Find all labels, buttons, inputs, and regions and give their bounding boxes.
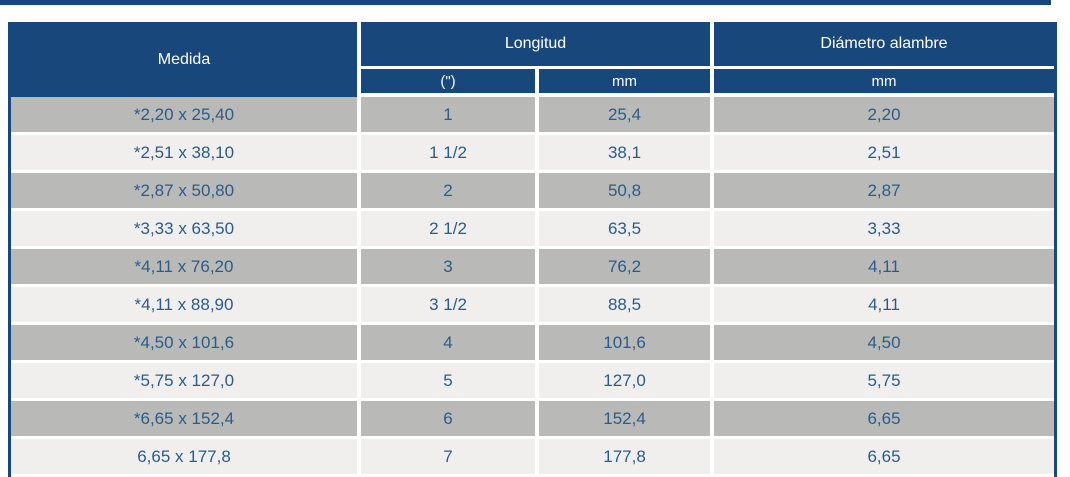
table-row: *3,33 x 63,50 2 1/2 63,5 3,33 (11, 211, 1054, 249)
table-row: *2,87 x 50,80 2 50,8 2,87 (11, 173, 1054, 211)
cell-longitud-mm: 25,4 (535, 97, 711, 135)
table-row: *4,11 x 76,20 3 76,2 4,11 (11, 249, 1054, 287)
top-accent-bar (0, 0, 1051, 5)
cell-diametro-mm: 4,50 (710, 325, 1054, 363)
cell-diametro-mm: 2,87 (710, 173, 1054, 211)
table-row: *4,11 x 88,90 3 1/2 88,5 4,11 (11, 287, 1054, 325)
cell-inches: 3 1/2 (357, 287, 535, 325)
cell-longitud-mm: 38,1 (535, 135, 711, 173)
cell-medida: 6,65 x 177,8 (11, 439, 357, 477)
cell-medida: *5,75 x 127,0 (11, 363, 357, 401)
table-row: *2,20 x 25,40 1 25,4 2,20 (11, 97, 1054, 135)
header-diametro-alambre: Diámetro alambre (710, 22, 1054, 69)
header-medida: Medida (11, 22, 357, 97)
subheader-inches-unit: (") (357, 69, 535, 97)
cell-diametro-mm: 5,75 (710, 363, 1054, 401)
cell-inches: 1 1/2 (357, 135, 535, 173)
table-row: 6,65 x 177,8 7 177,8 6,65 (11, 439, 1054, 477)
table-row: *2,51 x 38,10 1 1/2 38,1 2,51 (11, 135, 1054, 173)
table-header: Medida Longitud Diámetro alambre (") mm … (11, 22, 1054, 97)
cell-diametro-mm: 4,11 (710, 287, 1054, 325)
table-row: *5,75 x 127,0 5 127,0 5,75 (11, 363, 1054, 401)
cell-longitud-mm: 63,5 (535, 211, 711, 249)
spec-table: Medida Longitud Diámetro alambre (") mm … (8, 22, 1057, 477)
cell-medida: *4,11 x 76,20 (11, 249, 357, 287)
cell-medida: *3,33 x 63,50 (11, 211, 357, 249)
cell-longitud-mm: 152,4 (535, 401, 711, 439)
cell-longitud-mm: 177,8 (535, 439, 711, 477)
header-longitud: Longitud (357, 22, 711, 69)
cell-inches: 7 (357, 439, 535, 477)
cell-diametro-mm: 6,65 (710, 401, 1054, 439)
cell-inches: 2 (357, 173, 535, 211)
cell-longitud-mm: 101,6 (535, 325, 711, 363)
cell-inches: 5 (357, 363, 535, 401)
cell-medida: *2,51 x 38,10 (11, 135, 357, 173)
table-body: *2,20 x 25,40 1 25,4 2,20 *2,51 x 38,10 … (11, 97, 1054, 477)
cell-medida: *6,65 x 152,4 (11, 401, 357, 439)
cell-diametro-mm: 4,11 (710, 249, 1054, 287)
cell-diametro-mm: 6,65 (710, 439, 1054, 477)
cell-inches: 1 (357, 97, 535, 135)
cell-longitud-mm: 50,8 (535, 173, 711, 211)
spec-table-container: Medida Longitud Diámetro alambre (") mm … (8, 22, 1057, 477)
cell-inches: 2 1/2 (357, 211, 535, 249)
cell-longitud-mm: 76,2 (535, 249, 711, 287)
table-row: *4,50 x 101,6 4 101,6 4,50 (11, 325, 1054, 363)
cell-inches: 6 (357, 401, 535, 439)
cell-medida: *4,50 x 101,6 (11, 325, 357, 363)
cell-medida: *2,20 x 25,40 (11, 97, 357, 135)
cell-diametro-mm: 3,33 (710, 211, 1054, 249)
cell-longitud-mm: 88,5 (535, 287, 711, 325)
cell-inches: 3 (357, 249, 535, 287)
cell-medida: *4,11 x 88,90 (11, 287, 357, 325)
cell-diametro-mm: 2,20 (710, 97, 1054, 135)
subheader-longitud-mm-unit: mm (535, 69, 711, 97)
cell-medida: *2,87 x 50,80 (11, 173, 357, 211)
table-row: *6,65 x 152,4 6 152,4 6,65 (11, 401, 1054, 439)
cell-diametro-mm: 2,51 (710, 135, 1054, 173)
subheader-diametro-mm-unit: mm (710, 69, 1054, 97)
cell-inches: 4 (357, 325, 535, 363)
cell-longitud-mm: 127,0 (535, 363, 711, 401)
